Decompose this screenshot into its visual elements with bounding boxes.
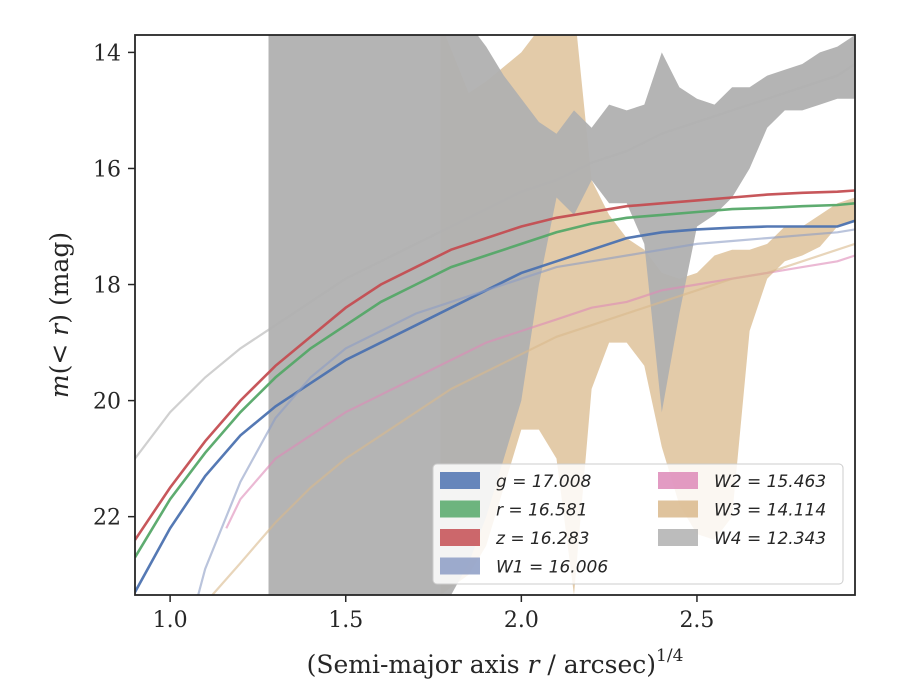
legend-entry: z = 16.283 bbox=[495, 529, 589, 549]
y-tick-label: 20 bbox=[93, 390, 121, 415]
x-tick-label: 2.5 bbox=[679, 608, 714, 633]
y-tick-label: 22 bbox=[93, 506, 121, 531]
legend-swatch bbox=[440, 500, 480, 518]
series-line-6 bbox=[135, 63, 855, 460]
series-line-3 bbox=[197, 228, 855, 595]
series-line-2 bbox=[135, 189, 855, 541]
series-line-5 bbox=[211, 242, 855, 595]
x-axis-label: (Semi-major axis r / arcsec)1/4 bbox=[307, 646, 684, 679]
legend-entry: W3 = 14.114 bbox=[714, 501, 826, 521]
x-tick-label: 1.0 bbox=[153, 608, 188, 633]
legend-entry: g = 17.008 bbox=[496, 472, 592, 492]
legend-entry: W4 = 12.343 bbox=[714, 529, 826, 549]
legend-swatch bbox=[440, 557, 480, 575]
y-tick-label: 18 bbox=[93, 274, 121, 299]
series-line-0 bbox=[135, 219, 855, 593]
legend-swatch bbox=[658, 472, 698, 489]
x-axis-ticks: 1.0 1.5 2.0 2.5 bbox=[153, 595, 714, 633]
legend-entry: W1 = 16.006 bbox=[496, 558, 608, 578]
band-1 bbox=[268, 35, 855, 595]
legend-swatch bbox=[440, 472, 480, 489]
y-axis-label: m(< r) (mag) bbox=[45, 232, 74, 398]
series-line-1 bbox=[135, 202, 855, 558]
legend-entry: W2 = 15.463 bbox=[714, 472, 826, 492]
legend-swatch bbox=[440, 529, 480, 546]
y-tick-label: 14 bbox=[93, 41, 121, 66]
legend-entry: r = 16.581 bbox=[496, 501, 588, 521]
legend-swatch bbox=[658, 529, 698, 546]
plot-frame bbox=[134, 34, 856, 596]
y-tick-label: 16 bbox=[93, 157, 121, 182]
legend-swatch bbox=[658, 500, 698, 518]
uncertainty-bands bbox=[268, 35, 855, 595]
x-tick-label: 1.5 bbox=[328, 608, 363, 633]
y-axis-ticks: 14 16 18 20 22 bbox=[93, 41, 135, 531]
growth-curves bbox=[135, 63, 855, 595]
x-tick-label: 2.0 bbox=[504, 608, 539, 633]
legend-box bbox=[432, 463, 844, 585]
legend: g = 17.008 r = 16.581 z = 16.283 W1 = 16.00… bbox=[432, 463, 844, 585]
